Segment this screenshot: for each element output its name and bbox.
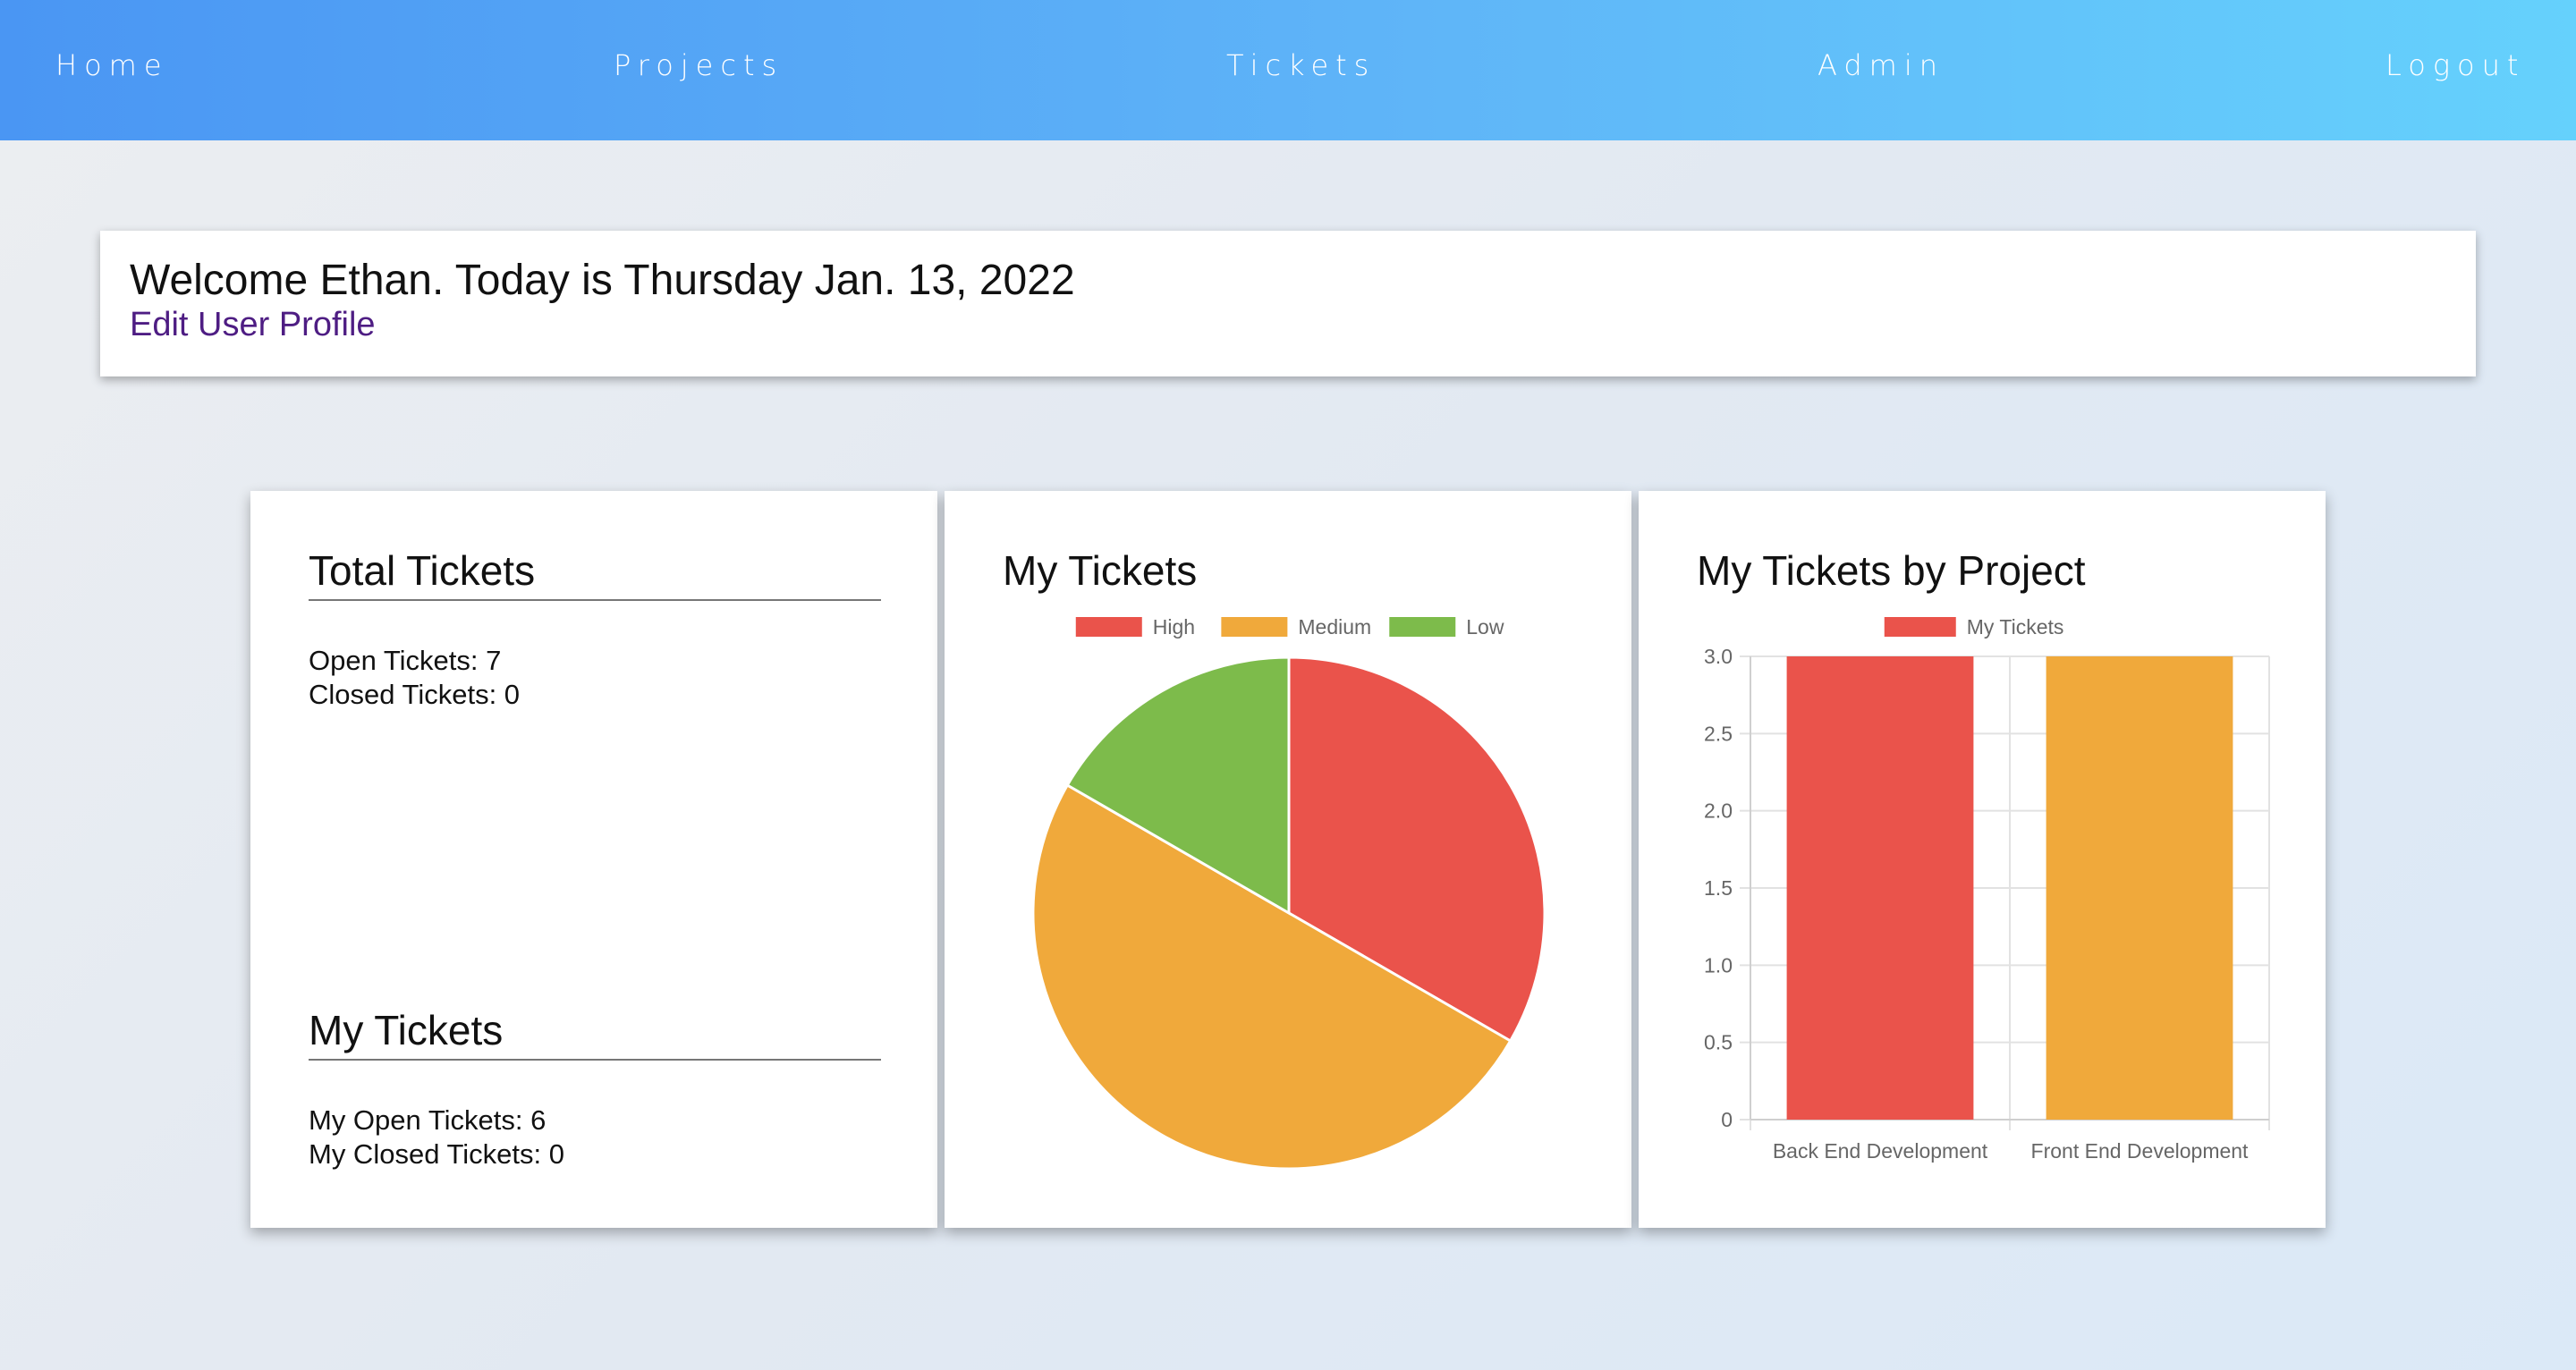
my-tickets-heading: My Tickets (309, 1007, 504, 1053)
tickets-by-project-card: My Tickets by Project My Tickets 0 0.5 1.0 1… (1639, 491, 2326, 1228)
nav-home-link[interactable]: Home (55, 48, 169, 82)
y-tick-label: 1.5 (1704, 876, 1733, 900)
welcome-card: Welcome Ethan. Today is Thursday Jan. 13… (100, 231, 2476, 376)
total-tickets-divider (309, 599, 881, 601)
nav-projects-link[interactable]: Projects (614, 48, 784, 82)
welcome-message: Welcome Ethan. Today is Thursday Jan. 13… (130, 257, 1075, 304)
y-tick-label: 2.0 (1704, 799, 1733, 823)
legend-swatch-low (1389, 617, 1456, 637)
project-bar-chart: My Tickets 0 0.5 1.0 1.5 2.0 2.5 3.0 Back End De… (1704, 615, 2270, 1163)
my-tickets-divider (309, 1059, 881, 1061)
pie-slice-medium (1031, 782, 1513, 1171)
my-closed-tickets-count: My Closed Tickets: 0 (309, 1138, 564, 1170)
y-tick-label: 3.0 (1704, 645, 1733, 668)
y-tick-label: 0.5 (1704, 1031, 1733, 1054)
pie-slice-high (1287, 655, 1546, 1044)
y-tick-label: 0 (1721, 1108, 1733, 1131)
legend-label-my-tickets: My Tickets (1967, 615, 2064, 638)
legend-label-low: Low (1466, 615, 1504, 638)
y-tick-label: 1.0 (1704, 953, 1733, 977)
x-tick-label: Front End Development (2031, 1139, 2250, 1163)
bar-front-end-development (2046, 656, 2233, 1120)
open-tickets-count: Open Tickets: 7 (309, 645, 502, 676)
legend-label-high: High (1153, 615, 1195, 638)
nav-admin-link[interactable]: Admin (1818, 48, 1945, 82)
nav-logout-link[interactable]: Logout (2385, 48, 2526, 82)
my-open-tickets-count: My Open Tickets: 6 (309, 1104, 547, 1136)
closed-tickets-count: Closed Tickets: 0 (309, 679, 521, 710)
legend-swatch-high (1075, 617, 1142, 637)
legend-swatch-my-tickets (1884, 617, 1956, 637)
legend-label-medium: Medium (1298, 615, 1371, 638)
pie-card-heading: My Tickets (1003, 547, 1198, 594)
nav-tickets-link[interactable]: Tickets (1226, 48, 1377, 82)
edit-user-profile-link[interactable]: Edit User Profile (130, 306, 376, 343)
my-tickets-pie-card: My Tickets High Medium Low (945, 491, 1631, 1228)
y-tick-label: 2.5 (1704, 722, 1733, 745)
pie-slice-low (1065, 655, 1291, 916)
bar-back-end-development (1786, 656, 1974, 1120)
bar-card-heading: My Tickets by Project (1697, 547, 2086, 594)
top-navbar: Home Projects Tickets Admin Logout (0, 0, 2576, 140)
legend-swatch-medium (1221, 617, 1288, 637)
total-tickets-card: Total Tickets Open Tickets: 7 Closed Tic… (250, 491, 937, 1228)
total-tickets-heading: Total Tickets (309, 547, 536, 594)
x-tick-label: Back End Development (1773, 1139, 1988, 1163)
priority-pie-chart: High Medium Low (1031, 615, 1546, 1171)
